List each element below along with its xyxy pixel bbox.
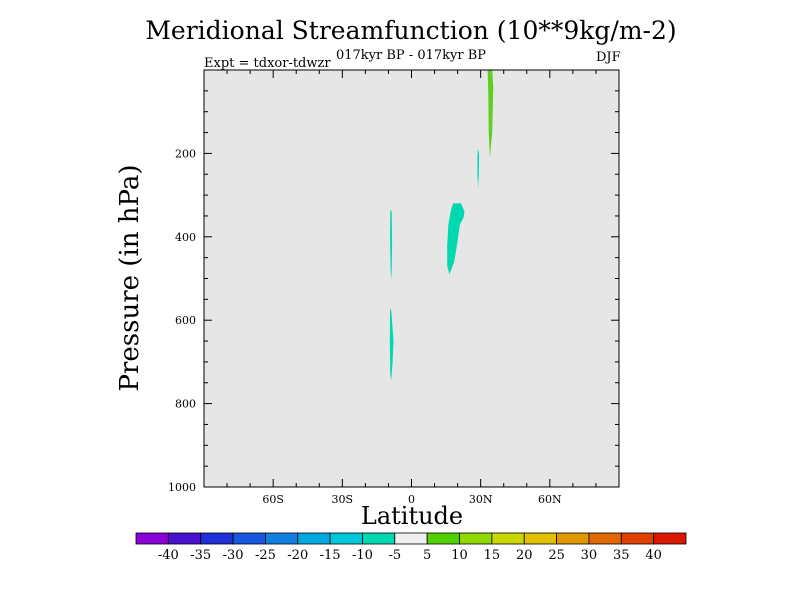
colorbar-box-6 [297,532,331,545]
colorbar-label: -20 [287,548,308,563]
colorbar-label: -10 [352,548,373,563]
colorbar-box-7 [329,532,363,545]
colorbar-box-9 [394,532,428,545]
season-label: DJF [596,50,621,65]
colorbar-box-5 [265,532,299,545]
y-tick-label: 200 [175,147,196,160]
colorbar-label: -5 [388,548,401,563]
contour-region-5 [389,307,394,381]
y-tick-label: 600 [175,314,196,327]
chart-title: Meridional Streamfunction (10**9kg/m-2) [145,16,677,45]
x-tick-label: 0 [408,493,415,506]
colorbar-label: 35 [613,548,630,563]
contour-region-3 [447,203,465,275]
colorbar-box-4 [232,532,266,545]
y-tick-label: 400 [175,231,196,244]
colorbar-box-16 [620,532,655,545]
colorbar-label: -30 [223,548,244,563]
colorbar-label: 10 [451,548,468,563]
colorbar-box-1 [135,532,169,545]
colorbar-box-13 [523,532,557,545]
colorbar-label: 40 [645,548,662,563]
chart-subtitle: 017kyr BP - 017kyr BP [335,48,487,63]
x-tick-label: 60S [262,493,284,506]
x-tick-label: 30S [332,493,354,506]
colorbar-label: 30 [581,548,598,563]
colorbar-box-11 [459,532,493,545]
x-tick-label: 60N [538,493,562,506]
colorbar-box-8 [362,532,396,545]
colorbar-box-15 [588,532,622,545]
colorbar-label: -35 [190,548,211,563]
colorbar-label: 20 [516,548,533,563]
contour-region-4 [390,209,393,281]
colorbar-box-10 [426,532,460,545]
colorbar-label: -15 [320,548,341,563]
colorbar-box-12 [491,532,525,545]
colorbar-box-2 [167,532,202,545]
colorbar-label: 5 [423,548,431,563]
colorbar-label: 25 [548,548,565,563]
y-tick-label: 800 [175,398,196,411]
colorbar-label: 15 [484,548,501,563]
colorbar-box-17 [653,532,687,545]
colorbar-box-14 [556,532,590,545]
colorbar-label: -40 [158,548,179,563]
plot-background [204,70,619,487]
experiment-label: Expt = tdxor-tdwzr [204,56,331,71]
y-tick-label: 1000 [168,481,196,494]
colorbar-box-3 [200,532,234,545]
colorbar-label: -25 [255,548,276,563]
contour-region-2 [477,149,480,189]
x-axis-label: Latitude [360,502,464,530]
x-tick-label: 30N [469,493,493,506]
contour-region-1 [487,70,494,158]
